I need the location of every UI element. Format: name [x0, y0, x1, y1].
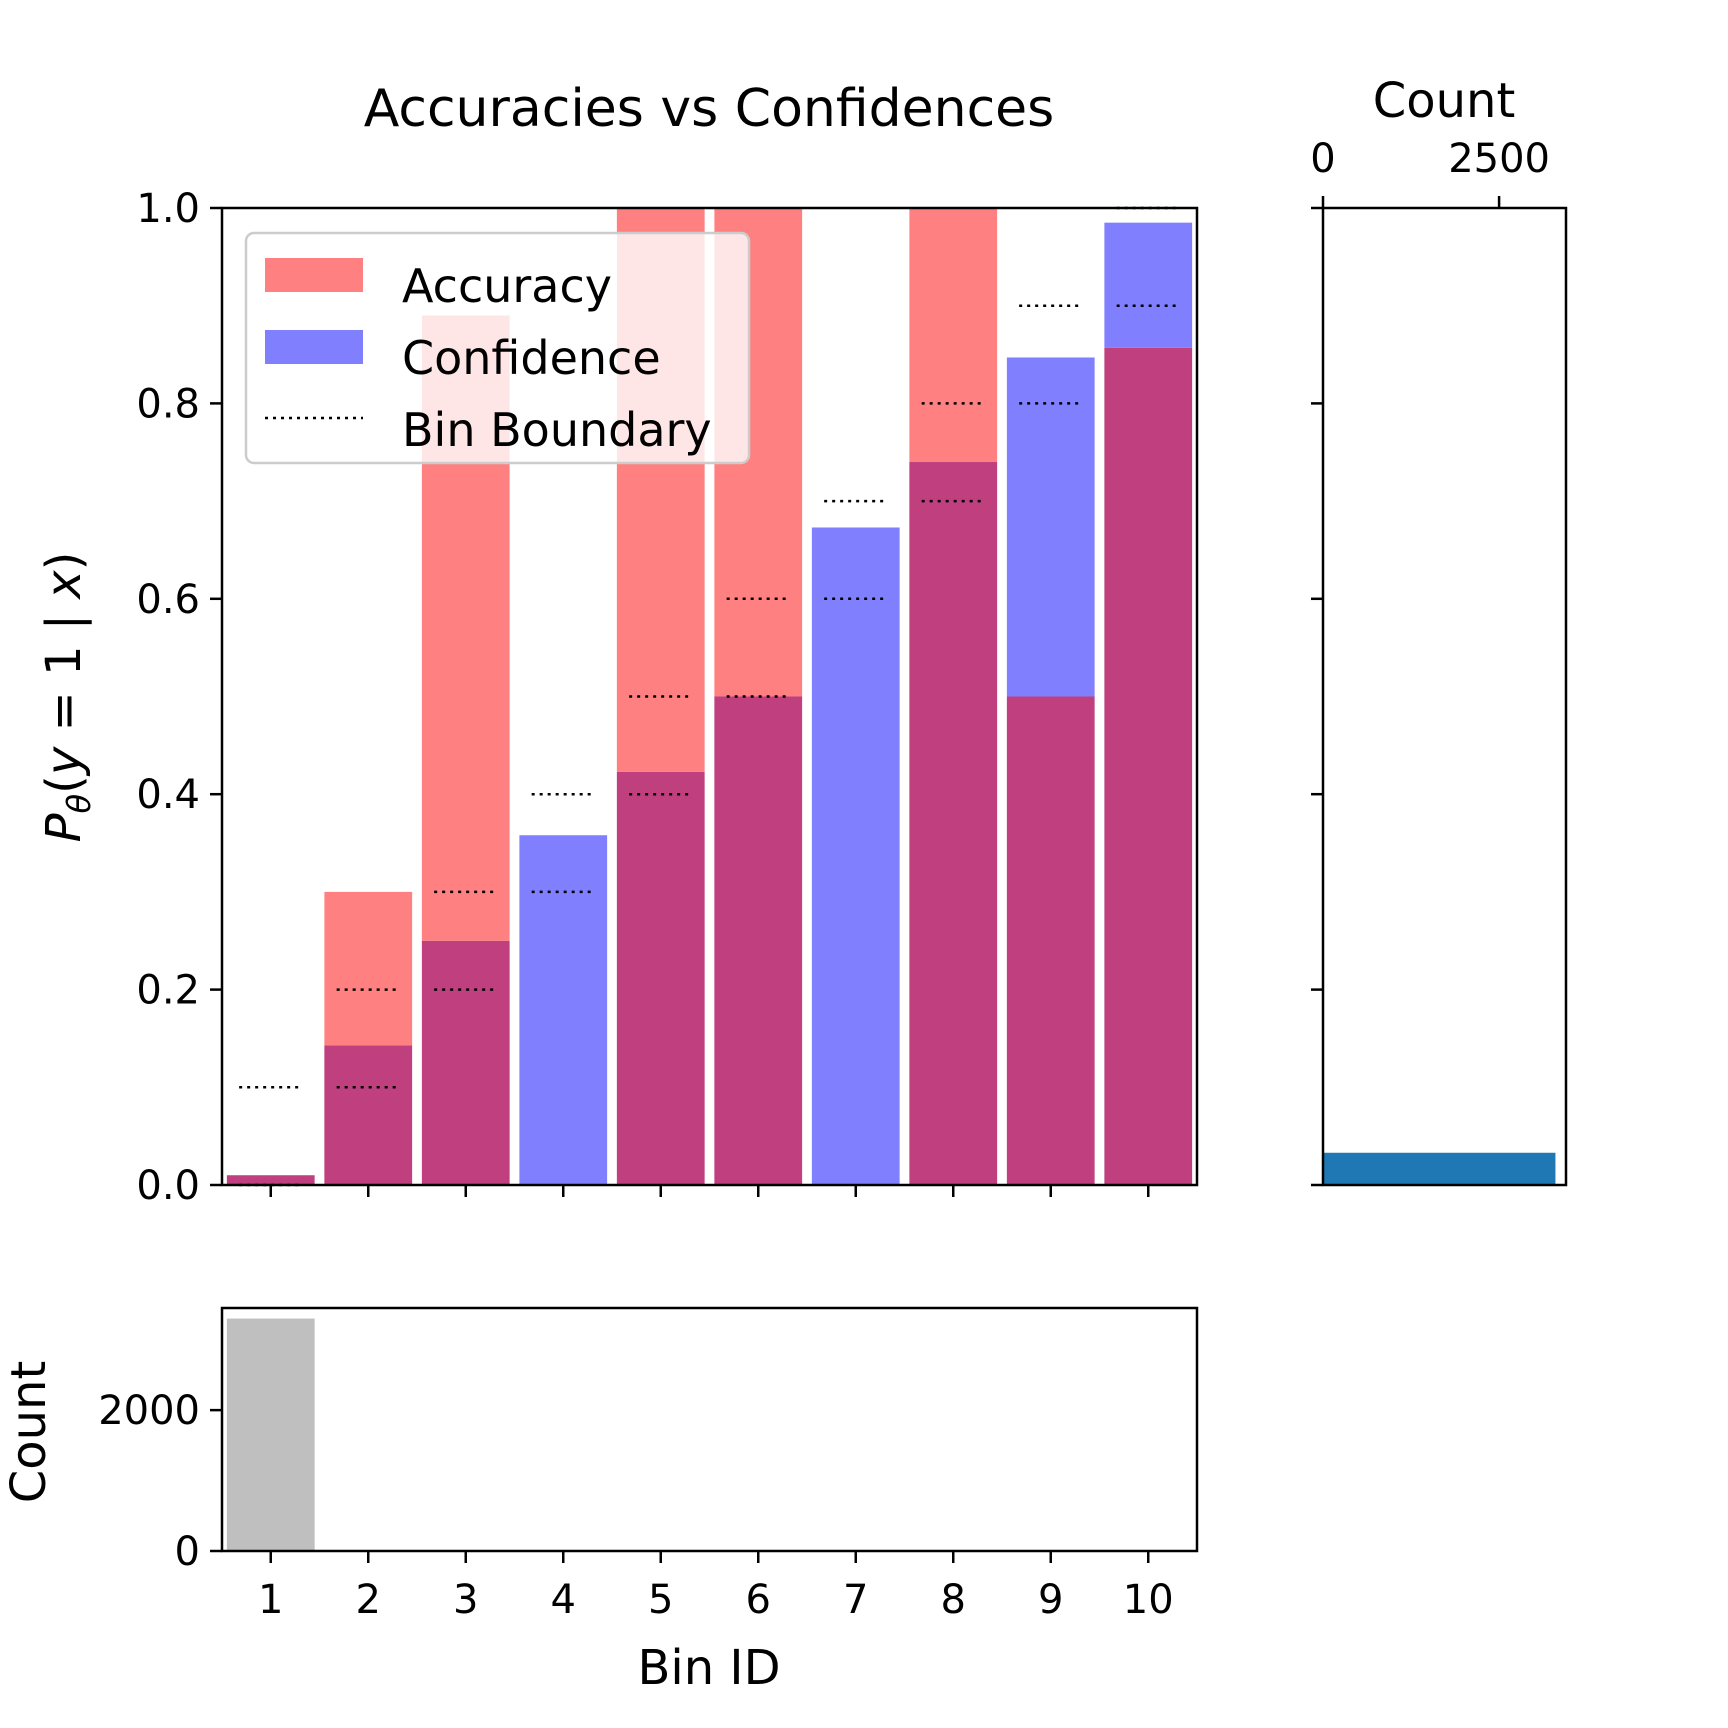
confidence-bar-10: [1104, 222, 1193, 348]
right-x-tick-label: 0: [1310, 136, 1335, 182]
right-x-axis-label: Count: [1373, 73, 1516, 129]
legend-label-3: Bin Boundary: [402, 403, 712, 457]
x-tick-label: 1: [258, 1577, 283, 1623]
x-tick-label: 6: [746, 1577, 771, 1623]
accuracy-bar-2: [324, 891, 413, 1046]
x-tick-label: 5: [648, 1577, 673, 1623]
y-tick-label: 1.0: [136, 186, 200, 232]
x-tick-label: 9: [1038, 1577, 1063, 1623]
bottom-y-tick-label: 0: [175, 1529, 200, 1575]
side-count-histogram-panel: 0 2500 Count: [1310, 73, 1568, 1187]
x-tick-label: 8: [941, 1577, 966, 1623]
bottom-y-tick-label: 2000: [98, 1388, 200, 1434]
accuracy-bar-8: [909, 208, 998, 463]
overlap-bar-9: [1006, 696, 1095, 1185]
chart-title: Accuracies vs Confidences: [364, 79, 1055, 139]
right-x-tick-label: 2500: [1448, 136, 1550, 182]
overlap-bar-8: [909, 462, 998, 1185]
legend-accuracy-swatch: [265, 258, 363, 292]
overlap-bar-3: [421, 940, 510, 1185]
legend: Accuracy Confidence Bin Boundary: [244, 231, 751, 465]
overlap-bar-2: [324, 1045, 413, 1185]
y-tick-label: 0.0: [136, 1163, 200, 1209]
x-tick-label: 2: [356, 1577, 381, 1623]
overlap-bar-5: [616, 771, 705, 1185]
x-tick-label: 10: [1123, 1577, 1174, 1623]
confidence-bar-7: [811, 527, 900, 1185]
x-tick-label: 7: [843, 1577, 868, 1623]
legend-confidence-swatch: [265, 330, 363, 364]
legend-label-1: Accuracy: [402, 259, 612, 313]
side-count-bar-1: [1323, 1152, 1556, 1185]
main-plot-frame: [220, 206, 1199, 1187]
confidence-bar-4: [519, 835, 608, 1185]
y-axis-label: Pθ(y = 1 | x): [36, 552, 98, 843]
bottom-plot-frame: [220, 1306, 1199, 1553]
y-tick-label: 0.6: [136, 577, 200, 623]
x-axis-label: Bin ID: [637, 1640, 780, 1696]
overlap-bar-6: [714, 696, 803, 1185]
y-tick-label: 0.8: [136, 381, 200, 427]
overlap-bar-10: [1104, 347, 1193, 1185]
count-histogram-panel: 0 2000 1 2 3 4 5 6 7 8 9 10 Count Bin ID: [1, 1306, 1199, 1696]
overlap-bar-1: [226, 1175, 315, 1185]
count-bar-1: [226, 1318, 315, 1551]
legend-box: [244, 231, 751, 465]
reliability-diagram-panel: Accuracies vs Confidences Accuracy Confid…: [36, 79, 1199, 1209]
x-tick-label: 3: [453, 1577, 478, 1623]
legend-label-2: Confidence: [402, 331, 661, 385]
y-tick-label: 0.2: [136, 968, 200, 1014]
bottom-y-axis-label: Count: [1, 1361, 57, 1504]
right-plot-frame: [1321, 206, 1568, 1187]
x-tick-label: 4: [551, 1577, 576, 1623]
y-tick-label: 0.4: [136, 772, 200, 818]
confidence-bar-9: [1006, 357, 1095, 697]
